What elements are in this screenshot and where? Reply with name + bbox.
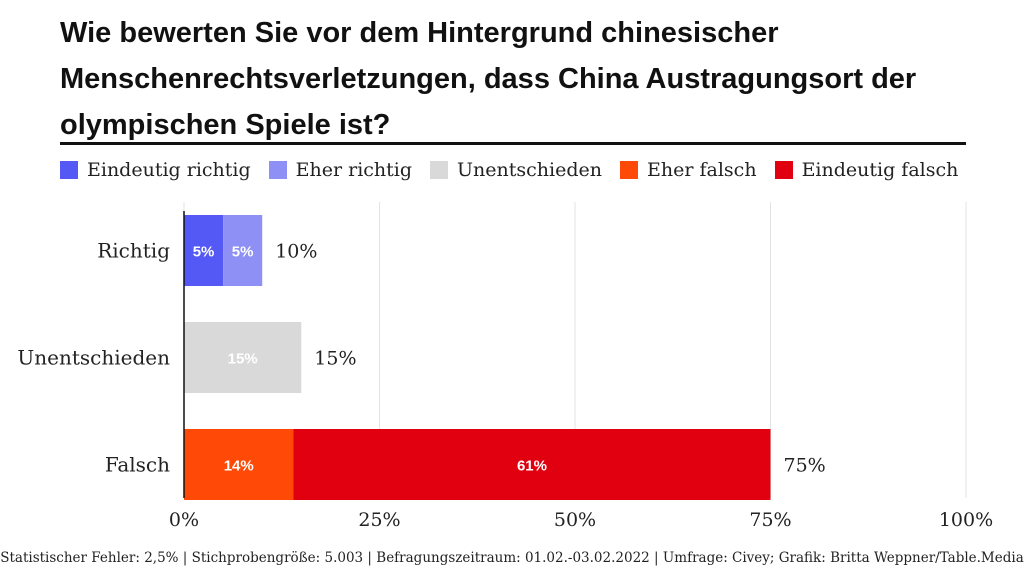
x-tick-label: 75% xyxy=(749,509,791,531)
stacked-bar-chart: 0% 25% 50% 75% 100% Richtig 5% 5% 10% Unentschied… xyxy=(17,202,993,531)
category-label: Falsch xyxy=(105,453,170,477)
legend-label: Eindeutig falsch xyxy=(801,159,959,181)
bar-segment xyxy=(223,215,263,286)
legend-swatch xyxy=(774,161,793,179)
x-tick-label: 50% xyxy=(554,509,596,531)
footnote: Statistischer Fehler: 2,5% | Stichproben… xyxy=(0,550,1024,566)
x-tick-label: 100% xyxy=(939,509,993,531)
bar-segment xyxy=(184,215,224,286)
legend-label: Eindeutig richtig xyxy=(87,159,251,181)
category-label: Unentschieden xyxy=(17,346,170,370)
bar-segment xyxy=(184,429,294,500)
legend-swatch xyxy=(620,161,639,179)
data-label: 61% xyxy=(517,458,547,475)
x-tick-label: 0% xyxy=(169,509,199,531)
legend: Eindeutig richtig Eher richtig Unentschied… xyxy=(60,154,980,186)
category-label: Richtig xyxy=(97,239,170,263)
data-label: 15% xyxy=(228,351,258,368)
title-divider xyxy=(60,142,966,145)
chart-title: Wie bewerten Sie vor dem Hintergrund chi… xyxy=(60,17,917,141)
x-tick-label: 25% xyxy=(358,509,400,531)
data-label: 5% xyxy=(232,244,254,261)
legend-item: Eindeutig falsch xyxy=(774,159,959,181)
legend-swatch xyxy=(430,161,449,179)
legend-label: Eher richtig xyxy=(295,159,413,181)
data-label: 14% xyxy=(224,458,254,475)
legend-label: Unentschieden xyxy=(457,159,603,181)
total-label: 75% xyxy=(784,455,826,477)
bar-segment xyxy=(293,429,771,500)
legend-item: Eher falsch xyxy=(620,159,757,181)
total-label: 10% xyxy=(275,241,317,263)
legend-item: Unentschieden xyxy=(430,159,602,181)
legend-swatch xyxy=(60,161,78,179)
data-label: 5% xyxy=(193,244,215,261)
legend-swatch xyxy=(268,161,287,179)
legend-item: Eindeutig richtig xyxy=(60,159,251,181)
total-label: 15% xyxy=(314,348,356,370)
legend-item: Eher richtig xyxy=(268,159,413,181)
bar-segment xyxy=(184,322,302,393)
legend-label: Eher falsch xyxy=(647,159,757,181)
